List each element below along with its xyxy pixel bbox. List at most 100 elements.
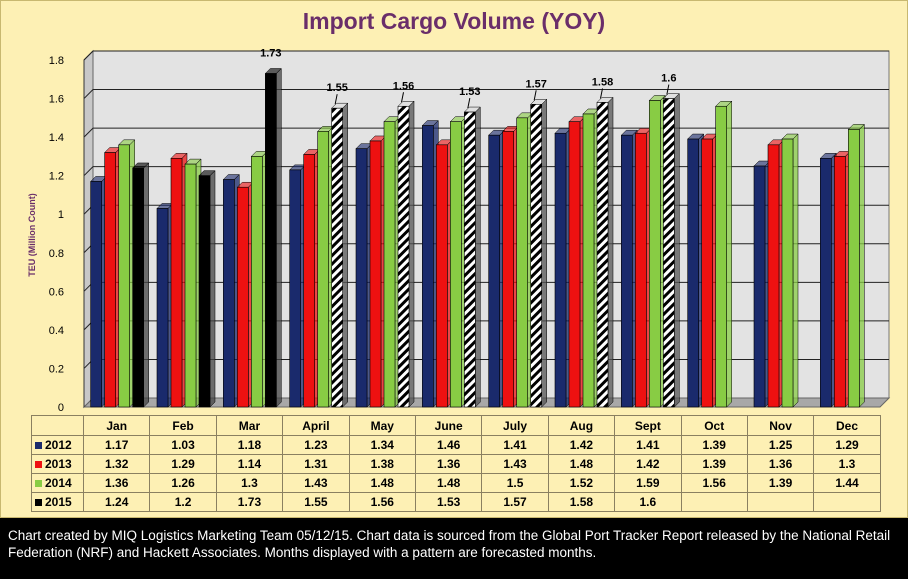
table-cell xyxy=(746,492,815,512)
bar-2012-June xyxy=(421,119,439,408)
bar-2012-Jan xyxy=(90,175,108,408)
table-cell: 1.48 xyxy=(348,473,416,493)
gridline xyxy=(83,89,889,99)
label-leader-line xyxy=(600,88,603,99)
x-tick-label: Sept xyxy=(614,415,682,436)
bar-2012-April xyxy=(289,164,307,408)
table-cell: 1.46 xyxy=(414,435,483,455)
table-cell: 1.56 xyxy=(680,473,748,493)
chart-title: Import Cargo Volume (YOY) xyxy=(302,8,606,34)
table-cell: 1.29 xyxy=(149,454,217,474)
table-cell: 1.3 xyxy=(215,473,284,493)
bar-2013-Oct xyxy=(701,133,719,408)
legend-swatch xyxy=(35,461,42,469)
bar-2013-June xyxy=(435,139,453,408)
table-cell: 1.42 xyxy=(614,454,682,474)
bar-2015-April xyxy=(331,102,349,408)
bar-2014-July xyxy=(516,112,534,408)
table-cell: 1.42 xyxy=(547,435,616,455)
legend-swatch xyxy=(35,499,42,507)
table-cell: 1.26 xyxy=(149,473,217,493)
legend-swatch xyxy=(35,442,42,450)
data-label-2015: 1.58 xyxy=(592,76,613,88)
table-cell: 1.73 xyxy=(215,492,284,512)
table-cell: 1.32 xyxy=(82,454,151,474)
table-cell: 1.56 xyxy=(348,492,416,512)
table-cell: 1.39 xyxy=(680,435,748,455)
bar-2012-Aug xyxy=(554,127,572,408)
bar-2012-Sept xyxy=(620,129,638,408)
table-cell: 1.44 xyxy=(813,473,881,493)
data-label-2015: 1.56 xyxy=(393,80,414,92)
bar-2014-Jan xyxy=(118,139,136,408)
table-cell: 1.03 xyxy=(149,435,217,455)
table-cell: 1.25 xyxy=(746,435,815,455)
bar-2012-Feb xyxy=(156,202,174,408)
x-tick-label: Feb xyxy=(149,415,217,436)
bar-2014-Oct xyxy=(715,100,733,408)
label-leader-line xyxy=(467,97,471,109)
legend-entry: 2012 xyxy=(31,435,84,455)
table-cell: 1.5 xyxy=(481,473,549,493)
table-cell: 1.23 xyxy=(282,435,350,455)
table-corner xyxy=(31,415,84,436)
bar-2015-May xyxy=(397,100,415,408)
table-cell: 1.31 xyxy=(282,454,350,474)
footer-note: Chart created by MIQ Logistics Marketing… xyxy=(0,518,908,579)
bar-2014-Sept xyxy=(648,94,666,408)
data-label-2015: 1.57 xyxy=(525,78,546,90)
legend-entry: 2013 xyxy=(31,454,84,474)
x-tick-label: June xyxy=(414,415,483,436)
bar-2014-May xyxy=(383,116,401,408)
label-leader-line xyxy=(334,94,338,105)
table-cell: 1.52 xyxy=(547,473,616,493)
bar-2012-Nov xyxy=(753,160,771,408)
bar-2013-Jan xyxy=(104,146,122,408)
bar-2012-Mar xyxy=(222,173,240,408)
table-cell: 1.43 xyxy=(481,454,549,474)
bar-2012-May xyxy=(355,143,373,408)
bar-2015-Feb xyxy=(198,170,216,408)
x-tick-label: Jan xyxy=(82,415,151,436)
bar-2014-Feb xyxy=(184,158,202,408)
x-tick-label: May xyxy=(348,415,416,436)
bar-2013-Aug xyxy=(568,116,586,408)
bar-chart: 0 0.2 0.4 0.6 0.8 1 1.2 1.4 1.6 1.8 1.73 1.55 1.56 1… xyxy=(49,47,891,414)
y-tick-label: 1.2 xyxy=(49,171,64,183)
y-tick-label: 0.2 xyxy=(49,363,64,375)
table-cell: 1.48 xyxy=(547,454,616,474)
table-cell: 1.14 xyxy=(215,454,284,474)
y-tick-label: 0 xyxy=(58,402,64,414)
table-cell: 1.41 xyxy=(614,435,682,455)
y-tick-label: 0.8 xyxy=(49,248,64,260)
bar-2013-April xyxy=(303,148,321,408)
table-cell: 1.59 xyxy=(614,473,682,493)
table-cell: 1.6 xyxy=(614,492,682,512)
label-leader-line xyxy=(533,90,537,101)
table-cell: 1.58 xyxy=(547,492,616,512)
bar-2013-Mar xyxy=(236,181,254,408)
bar-2013-Sept xyxy=(634,127,652,408)
data-label-2015: 1.55 xyxy=(326,82,347,94)
table-row: 2012 1.17 1.03 1.18 1.23 1.34 1.46 1.41 1.42 1.41… xyxy=(31,435,881,455)
x-tick-label: Oct xyxy=(680,415,748,436)
bar-2015-June xyxy=(463,106,481,408)
table-cell: 1.24 xyxy=(82,492,151,512)
bar-2012-July xyxy=(488,129,506,408)
bar-2013-Nov xyxy=(767,139,785,408)
bar-2013-May xyxy=(369,135,387,408)
table-cell: 1.36 xyxy=(746,454,815,474)
bar-2015-Aug xyxy=(596,96,614,408)
bar-2015-Sept xyxy=(662,92,680,408)
bar-2014-Nov xyxy=(781,133,799,408)
table-cell: 1.36 xyxy=(82,473,151,493)
x-tick-label: July xyxy=(481,415,549,436)
bar-2013-Dec xyxy=(833,150,851,408)
bar-2014-Mar xyxy=(250,150,268,408)
table-cell: 1.53 xyxy=(414,492,483,512)
x-tick-label: Dec xyxy=(813,415,881,436)
y-tick-label: 0.6 xyxy=(49,286,64,298)
bar-2015-Mar xyxy=(264,67,282,408)
y-tick-label: 0.4 xyxy=(49,325,64,337)
x-tick-label: April xyxy=(282,415,350,436)
